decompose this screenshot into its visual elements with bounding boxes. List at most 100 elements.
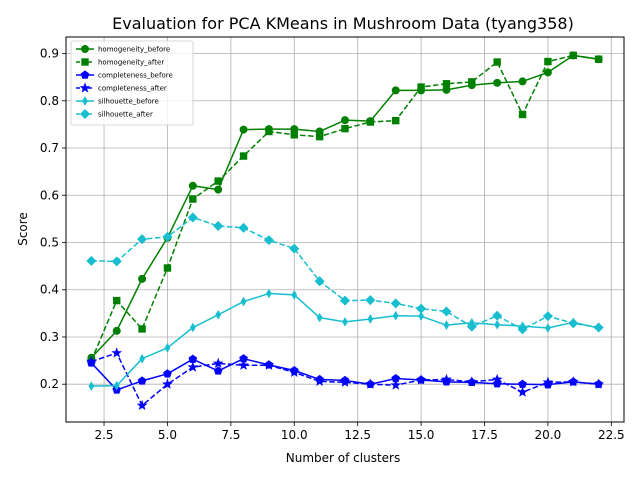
data-point-homogeneity_after (138, 325, 146, 333)
data-point-completeness_after (466, 376, 478, 387)
data-point-silhouette_after (238, 222, 249, 233)
data-point-silhouette_after (517, 324, 528, 335)
data-point-completeness_before (163, 369, 172, 378)
data-point-homogeneity_after (417, 83, 425, 91)
y-tick-label: 0.8 (40, 94, 59, 108)
y-tick-label: 0.5 (40, 235, 59, 249)
data-point-completeness_after (593, 378, 605, 389)
legend-label: silhouette_after (98, 111, 153, 119)
legend-label: silhouette_before (98, 98, 159, 106)
data-point-homogeneity_before (112, 326, 121, 335)
data-point-completeness_after (263, 359, 275, 370)
y-axis-label: Score (16, 212, 30, 246)
data-point-completeness_after (187, 361, 199, 372)
data-point-homogeneity_after (594, 55, 603, 63)
data-point-homogeneity_before (391, 86, 400, 95)
data-point-silhouette_after (314, 276, 325, 287)
x-tick-label: 10.0 (281, 428, 308, 442)
data-point-silhouette_before (418, 311, 424, 321)
data-point-homogeneity_after (189, 195, 197, 203)
data-point-homogeneity_after (468, 78, 476, 86)
data-point-completeness_before (137, 376, 147, 385)
data-point-silhouette_before (494, 319, 501, 330)
data-point-homogeneity_before (138, 274, 147, 283)
data-point-completeness_after (288, 366, 300, 377)
y-tick-label: 0.6 (40, 188, 59, 202)
legend-label: homogeneity_after (98, 59, 164, 67)
plot-frame (65, 36, 625, 423)
legend-marker (79, 108, 91, 120)
x-axis-label: Number of clusters (286, 451, 400, 465)
data-point-silhouette_after (416, 303, 427, 314)
x-tick-label: 12.5 (344, 428, 371, 442)
series-silhouette_after (86, 212, 604, 335)
data-point-homogeneity_after (569, 51, 577, 60)
data-point-homogeneity_after (214, 177, 222, 185)
legend-item-homogeneity_before: homogeneity_before (76, 45, 170, 54)
y-tick-label: 0.9 (40, 47, 59, 61)
data-point-silhouette_after (492, 310, 503, 321)
series-completeness_after (85, 347, 605, 411)
data-point-homogeneity_after (163, 264, 172, 272)
data-point-completeness_after (491, 373, 503, 385)
legend-marker (80, 70, 90, 79)
data-point-completeness_after (314, 375, 326, 386)
data-point-homogeneity_after (113, 296, 121, 305)
data-point-silhouette_before (291, 290, 298, 300)
data-point-completeness_after (390, 379, 402, 390)
data-point-silhouette_after (568, 318, 579, 329)
x-tick-label: 22.5 (598, 428, 625, 442)
data-point-homogeneity_after (442, 80, 451, 88)
data-point-silhouette_before (392, 310, 399, 321)
data-point-homogeneity_after (265, 127, 273, 136)
legend: homogeneity_before homogeneity_aftercompl… (70, 40, 194, 126)
data-point-completeness_after (111, 347, 123, 358)
legend-item-homogeneity_after: homogeneity_after (76, 58, 164, 67)
data-point-completeness_after (441, 373, 452, 385)
data-point-homogeneity_before (239, 125, 248, 134)
data-point-silhouette_after (137, 234, 148, 245)
data-point-silhouette_before (113, 380, 120, 391)
data-point-silhouette_before (367, 314, 374, 324)
data-point-silhouette_before (88, 381, 95, 391)
x-tick-label: 20.0 (535, 428, 562, 442)
x-tick-label: 2.5 (94, 428, 113, 442)
data-point-silhouette_after (339, 295, 351, 306)
legend-item-silhouette_after: silhouette_after (76, 108, 153, 120)
y-tick-label: 0.3 (40, 330, 59, 344)
legend-marker (82, 96, 88, 106)
data-point-completeness_after (567, 376, 579, 387)
legend-item-silhouette_before: silhouette_before (76, 96, 159, 106)
legend-item-completeness_before: completeness_before (76, 70, 173, 80)
data-point-completeness_after (162, 378, 173, 389)
legend-label: completeness_after (98, 85, 167, 93)
data-point-homogeneity_after (290, 131, 298, 139)
data-point-silhouette_before (266, 288, 272, 299)
data-point-homogeneity_before (518, 77, 527, 86)
axis-ticks: 2.5 5.0 7.5 10.0 12.5 15.0 17.5 20.0 22.5 0.2 0.3 0… (40, 47, 625, 442)
data-point-completeness_after (136, 399, 148, 411)
data-point-completeness_after (238, 359, 249, 370)
data-point-silhouette_before (139, 353, 145, 364)
data-point-silhouette_after (263, 235, 274, 246)
data-point-homogeneity_before (543, 68, 552, 77)
data-point-silhouette_after (162, 231, 173, 242)
data-point-silhouette_before (443, 320, 450, 330)
data-point-homogeneity_after (392, 116, 400, 125)
data-point-silhouette_after (593, 322, 604, 333)
series-homogeneity_after (87, 51, 603, 365)
legend-marker (81, 45, 89, 53)
data-point-homogeneity_after (493, 58, 501, 66)
data-point-homogeneity_before (188, 181, 197, 190)
data-point-silhouette_before (215, 309, 222, 320)
legend-label: homogeneity_before (98, 46, 170, 54)
data-point-silhouette_before (545, 323, 551, 333)
data-point-silhouette_before (240, 296, 247, 307)
y-tick-label: 0.4 (40, 283, 59, 297)
legend-marker (81, 58, 89, 66)
y-tick-label: 0.7 (40, 141, 59, 155)
data-point-completeness_after (415, 374, 427, 385)
data-point-silhouette_after (466, 321, 477, 332)
